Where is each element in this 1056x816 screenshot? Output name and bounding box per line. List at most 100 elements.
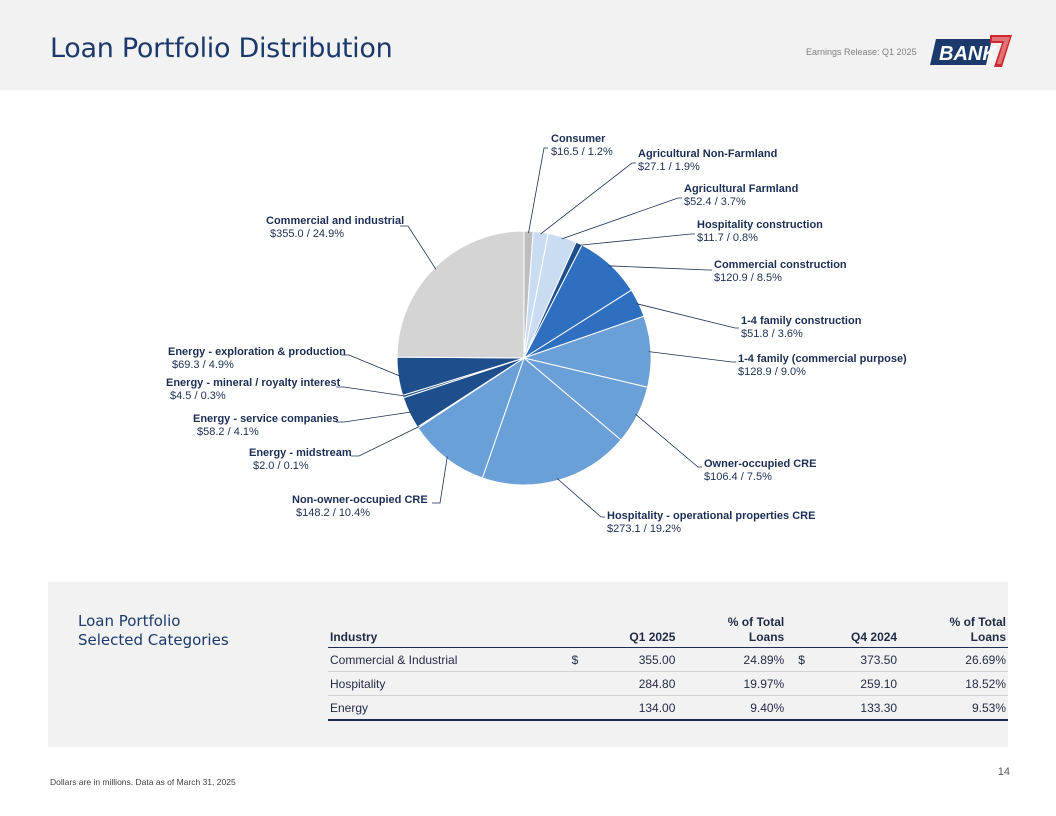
header-pct-total-2: % of Total Loans — [899, 615, 1008, 648]
header-pct1-line2: Loans — [748, 630, 785, 644]
leader-line — [635, 413, 702, 468]
cell-pct2: 26.69% — [899, 647, 1008, 672]
slice-value-label: $106.4 / 7.5% — [704, 471, 772, 483]
table-row: Hospitality 284.80 19.97% 259.10 18.52% — [328, 671, 1008, 696]
table-row: Energy 134.00 9.40% 133.30 9.53% — [328, 695, 1008, 721]
leader-line — [432, 456, 448, 504]
slice-name-label: Consumer — [551, 133, 606, 145]
leader-line — [648, 351, 736, 363]
cell-pct1: 24.89% — [677, 647, 787, 672]
cell-currency: $ — [569, 647, 594, 672]
cell-currency: $ — [786, 647, 821, 672]
header-q4: Q4 2024 — [851, 630, 898, 644]
page-number: 14 — [997, 766, 1010, 778]
header-pct2-line2: Loans — [970, 630, 1006, 644]
logo-seven-mark — [990, 35, 1012, 67]
cell-currency — [569, 695, 594, 721]
slice-value-label: $128.9 / 9.0% — [738, 366, 806, 378]
cell-currency — [569, 671, 594, 696]
bank7-logo: BANK — [930, 35, 1012, 67]
header-q1: Q1 2025 — [629, 630, 676, 644]
leader-line — [540, 162, 636, 235]
header-industry: Industry — [330, 630, 378, 644]
leader-line — [556, 478, 605, 518]
cell-pct1: 9.40% — [677, 695, 787, 721]
slice-value-label: $355.0 / 24.9% — [270, 228, 344, 240]
footer-note: Dollars are in millions. Data as of Marc… — [50, 777, 236, 787]
slice-value-label: $51.8 / 3.6% — [741, 328, 803, 340]
header-pct2-line1: % of Total — [949, 615, 1006, 629]
leader-line — [636, 303, 739, 329]
logo-text: BANK — [939, 43, 998, 65]
cell-q1: 355.00 — [593, 647, 678, 672]
cell-q4: 373.50 — [820, 647, 900, 672]
leader-lines — [336, 147, 739, 518]
slice-name-label: Energy - midstream — [249, 447, 352, 459]
leader-line — [351, 426, 420, 457]
pie-chart-area: Consumer $16.5 / 1.2% Agricultural Non-Far… — [0, 90, 1056, 570]
slice-name-label: Commercial and industrial — [266, 215, 404, 227]
leader-line — [528, 147, 548, 234]
cell-pct2: 9.53% — [899, 695, 1008, 721]
slice-name-label: Energy - exploration & production — [168, 346, 346, 358]
slice-value-label: $2.0 / 0.1% — [253, 460, 309, 472]
panel-title: Loan Portfolio Selected Categories — [78, 612, 229, 650]
slice-name-label: 1-4 family construction — [741, 315, 862, 327]
cell-industry: Energy — [328, 695, 570, 721]
header-currency-2 — [786, 615, 820, 648]
slice-name-label: Agricultural Non-Farmland — [638, 148, 777, 160]
slice-name-label: Hospitality - operational properties CRE — [607, 510, 815, 522]
slice-labels: Consumer$16.5 / 1.2% Agricultural Non-Far… — [166, 133, 907, 535]
leader-line — [336, 386, 405, 397]
slice-value-label: $27.1 / 1.9% — [638, 161, 700, 173]
slice-value-label: $58.2 / 4.1% — [197, 426, 259, 438]
slice-name-label: Agricultural Farmland — [684, 183, 798, 195]
slice-name-label: Non-owner-occupied CRE — [292, 494, 428, 506]
cell-currency — [786, 671, 821, 696]
table-row: Commercial & Industrial $ 355.00 24.89% … — [328, 647, 1008, 672]
cell-q4: 259.10 — [820, 671, 900, 696]
slice-name-label: Energy - mineral / royalty interest — [166, 377, 341, 389]
loan-categories-table: Industry Q1 2025 % of Total Loans Q4 2024… — [328, 615, 1008, 721]
slice-name-label: 1-4 family (commercial purpose) — [738, 353, 907, 365]
pie-slices — [396, 230, 652, 486]
leader-line — [336, 411, 412, 423]
cell-industry: Hospitality — [328, 671, 570, 696]
slice-value-label: $4.5 / 0.3% — [170, 390, 226, 402]
panel-title-line1: Loan Portfolio — [78, 612, 181, 630]
pie-slice — [417, 356, 525, 479]
header-currency-1 — [570, 615, 594, 648]
leader-line — [561, 197, 682, 240]
leader-line — [400, 225, 437, 270]
slice-value-label: $148.2 / 10.4% — [296, 507, 370, 519]
cell-q1: 134.00 — [593, 695, 678, 721]
slice-name-label: Owner-occupied CRE — [704, 458, 816, 470]
loan-table-panel: Loan Portfolio Selected Categories Indus… — [48, 582, 1008, 747]
header-pct-total-1: % of Total Loans — [677, 615, 786, 648]
slice-value-label: $11.7 / 0.8% — [697, 232, 758, 244]
logo-seven-highlight — [992, 37, 1010, 64]
page-title: Loan Portfolio Distribution — [50, 33, 393, 64]
header-pct1-line1: % of Total — [727, 615, 785, 629]
header-bar: Loan Portfolio Distribution Earnings Rel… — [0, 0, 1056, 90]
panel-title-line2: Selected Categories — [78, 631, 229, 649]
leader-line — [608, 265, 712, 271]
slice-value-label: $69.3 / 4.9% — [172, 359, 234, 371]
slice-value-label: $273.1 / 19.2% — [607, 523, 681, 535]
cell-q1: 284.80 — [593, 671, 678, 696]
cell-q4: 133.30 — [820, 695, 900, 721]
release-label: Earnings Release: Q1 2025 — [806, 47, 917, 57]
table-header-row: Industry Q1 2025 % of Total Loans Q4 2024… — [328, 615, 1008, 648]
slice-value-label: $16.5 / 1.2% — [551, 146, 613, 158]
cell-currency — [786, 695, 821, 721]
pie-chart: Consumer$16.5 / 1.2% Agricultural Non-Far… — [166, 133, 907, 535]
slice-name-label: Commercial construction — [714, 259, 847, 271]
leader-line — [341, 354, 401, 377]
slice-name-label: Hospitality construction — [697, 219, 823, 231]
cell-pct1: 19.97% — [677, 671, 787, 696]
cell-industry: Commercial & Industrial — [328, 647, 570, 672]
cell-pct2: 18.52% — [899, 671, 1008, 696]
pie-slice — [481, 357, 622, 486]
pie-slice — [396, 230, 525, 359]
slice-name-label: Energy - service companies — [193, 413, 339, 425]
